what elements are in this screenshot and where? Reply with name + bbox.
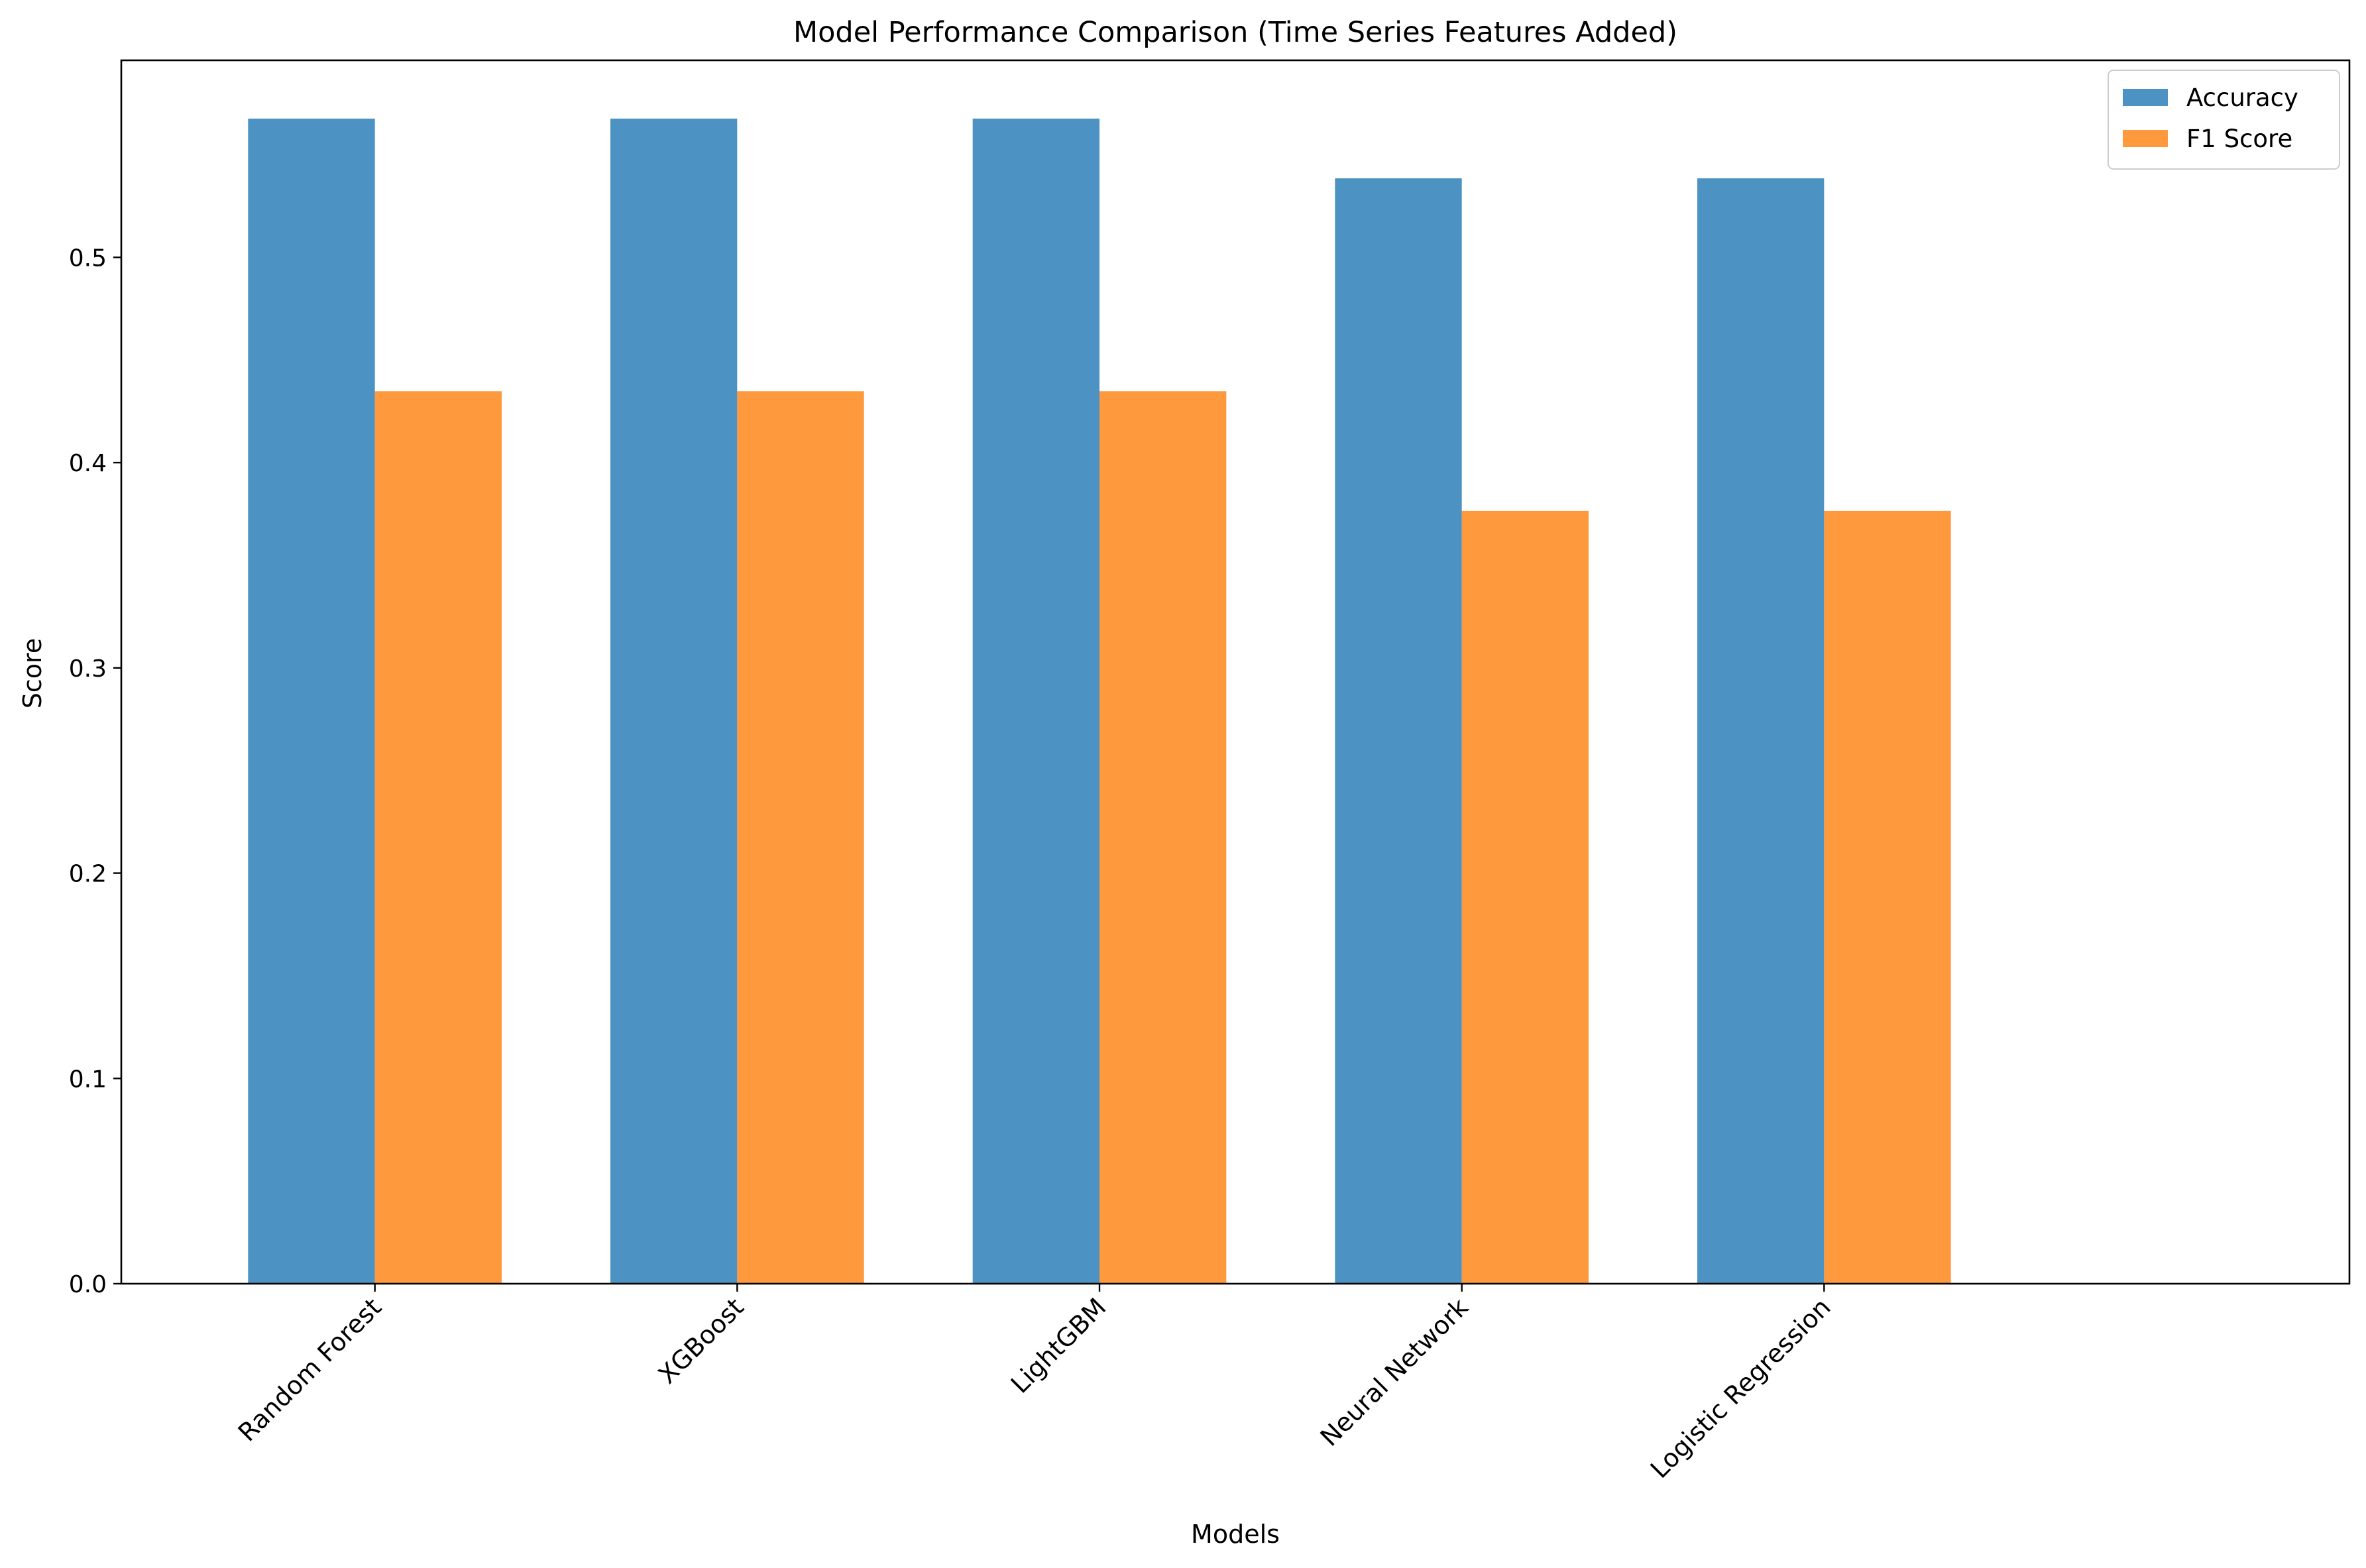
legend-swatch-2 (2123, 130, 2168, 147)
x-tick-label: LightGBM (1005, 1292, 1112, 1399)
bar-accuracy-1 (248, 118, 375, 1284)
bar-accuracy-2 (610, 118, 738, 1284)
x-axis: Random Forest XGBoost LightGBM Neural Netwo… (233, 1284, 1836, 1484)
y-axis: 0.0 0.1 0.2 0.3 0.4 0.5 (69, 245, 121, 1298)
y-tick-label: 0.5 (69, 245, 107, 272)
x-tick-label: Logistic Regression (1645, 1292, 1836, 1484)
x-tick-label: XGBoost (652, 1292, 749, 1389)
x-tick-label: Neural Network (1315, 1292, 1474, 1451)
y-tick-label: 0.4 (69, 450, 107, 477)
bar-f1-score-4 (1461, 510, 1589, 1284)
bar-f1-score-5 (1824, 510, 1951, 1284)
bar-f1-score-1 (374, 391, 502, 1284)
y-tick-label: 0.0 (69, 1271, 107, 1298)
bar-accuracy-4 (1335, 178, 1462, 1284)
legend-swatch-1 (2123, 89, 2168, 106)
legend-label-1: Accuracy (2186, 84, 2298, 112)
bar-accuracy-5 (1697, 178, 1825, 1284)
bar-f1-score-3 (1099, 391, 1227, 1284)
plot-area (120, 59, 2351, 1285)
chart-title: Model Performance Comparison (Time Serie… (793, 16, 1677, 49)
legend-label-2: F1 Score (2186, 125, 2292, 153)
y-tick-label: 0.2 (69, 861, 107, 888)
y-tick-label: 0.3 (69, 655, 107, 683)
plot-frame (120, 59, 2351, 1285)
x-axis-label: Models (1191, 1520, 1280, 1549)
legend: Accuracy F1 Score (2108, 70, 2340, 170)
x-tick-label: Random Forest (233, 1292, 387, 1447)
bar-f1-score-2 (737, 391, 864, 1284)
bar-accuracy-3 (972, 118, 1099, 1284)
y-axis-label: Score (18, 638, 47, 708)
y-tick-label: 0.1 (69, 1066, 107, 1093)
